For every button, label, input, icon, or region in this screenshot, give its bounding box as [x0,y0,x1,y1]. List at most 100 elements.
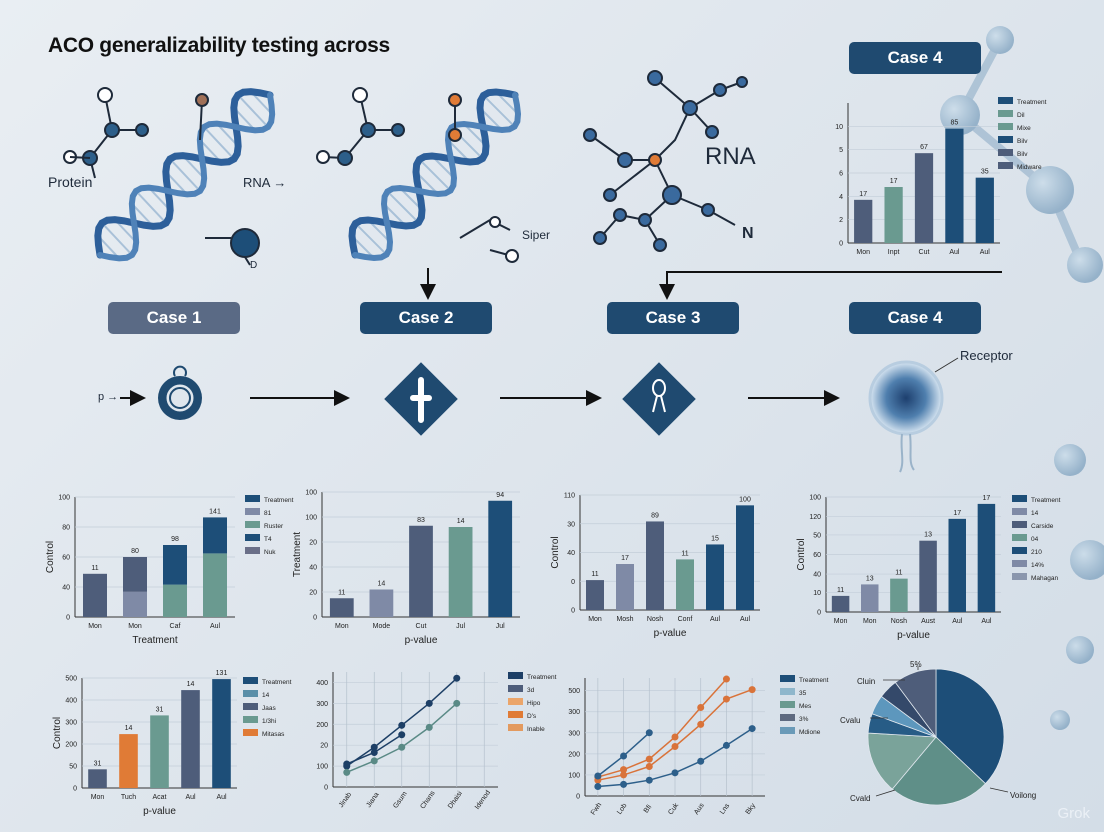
x-axis-label: Treatment [132,635,177,646]
legend-swatch [243,716,258,723]
y-tick-label: 40 [309,565,317,572]
y-tick-label: 300 [316,701,328,708]
y-tick-label: 10 [835,124,843,131]
x-tick-label: Idenod [474,789,492,811]
y-tick-label: 0 [839,241,843,248]
dna-helix-icon [348,88,522,262]
line-chart-g: 0 100 200 300 300 500 Fwh Lob Bfi Cuk Aus Lns Bky Tre… [568,675,829,817]
x-tick-label: Aul [740,616,751,623]
x-tick-label: Mon [863,618,877,625]
legend-label: 1/3hi [262,718,276,725]
pie-leader-line [875,789,896,797]
legend-swatch [998,97,1013,104]
data-point [697,720,705,728]
page-title: ACO generalizability testing across [48,34,390,57]
bar [448,527,473,617]
legend-swatch [998,123,1013,130]
pie-slice [867,732,937,790]
data-point [671,769,679,777]
legend-swatch [1012,573,1027,580]
legend-swatch [245,547,260,554]
data-point [370,749,378,756]
case-1-badge[interactable]: Case 1 [108,302,240,334]
case-4-badge[interactable]: Case 4 [849,302,981,334]
bar [150,715,169,788]
x-tick-label: Cut [416,623,427,630]
x-tick-label: Jul [456,623,465,630]
x-tick-label: Aul [980,249,991,256]
legend-swatch [780,727,795,734]
y-axis-label: Control [52,717,63,749]
rna-arrow-label: RNA → [243,175,287,190]
x-tick-label: Aul [210,623,221,630]
legend-label: Treatment [799,677,829,684]
bar [861,584,879,612]
legend-label: 14 [1031,510,1039,517]
legend-label: Dil [1017,112,1025,119]
bar [854,199,873,243]
x-tick-label: Aul [710,616,721,623]
legend-label: Inable [527,726,545,733]
x-tick-label: Mon [588,616,602,623]
bar-value-label: 17 [621,555,629,562]
legend-label: D's [527,713,537,720]
data-point [722,675,730,683]
data-point [620,771,628,779]
y-tick-label: 400 [316,680,328,687]
bar-chart-b: 0 20 40 20 100 100 Treatment p-value 11 Mon 14 Mode… [292,490,520,646]
helix-strand [94,88,274,259]
data-point [425,723,433,731]
y-tick-label: 4 [839,194,843,201]
case-2-badge[interactable]: Case 2 [360,302,492,334]
legend-swatch [243,729,258,736]
bar-segment [163,584,187,617]
pie-label: Cvald [850,794,870,803]
helix-rung [482,94,516,128]
y-tick-label: 0 [576,794,580,801]
pie-chart: Cluin Cvalu Cvald Voilong 5% [840,660,1036,806]
bar-value-label: 17 [983,495,991,502]
bar [181,690,200,788]
data-point [748,686,756,694]
data-point [398,721,406,729]
y-tick-label: 40 [62,585,70,592]
x-tick-label: Nosh [647,616,663,623]
helix-rung [354,222,388,256]
bar [409,525,433,617]
bar-value-label: 11 [338,589,345,596]
bar-value-label: 131 [216,670,228,677]
data-point [453,699,461,707]
bar-chart-d: 0 10 40 60 50 120 100 Control p-value 11 Mon 13 Mon 1… [796,495,1061,642]
case-4-top-badge[interactable]: Case 4 [849,42,981,74]
bar [706,544,724,610]
case-3-badge[interactable]: Case 3 [607,302,739,334]
bar-segment [203,517,227,554]
bar [977,503,996,612]
data-point [425,699,433,707]
bar-value-label: 11 [837,587,844,594]
bar-segment [203,553,227,617]
legend-swatch [1012,521,1027,528]
x-tick-label: Bky [745,802,758,816]
helix-rung [203,126,235,160]
x-tick-label: Conf [678,616,693,623]
legend-swatch [780,675,795,682]
legend-label: Mixe [1017,125,1031,132]
legend-label: 3d [527,687,535,694]
y-tick-label: 0 [313,615,317,622]
data-point [671,742,679,750]
p-label: p → [98,391,119,403]
y-tick-label: 80 [62,525,70,532]
y-tick-label: 60 [813,552,821,559]
pie-label: Cvalu [840,716,860,725]
helix-strand [348,88,519,259]
gear-protein-icon [158,365,202,420]
y-tick-label: 110 [564,493,575,500]
y-tick-label: 500 [65,676,77,683]
bar-value-label: 11 [895,570,902,577]
data-point [594,783,602,791]
data-point [620,766,628,774]
bar [119,734,138,788]
x-tick-label: Gsum [392,790,409,809]
y-tick-label: 60 [62,555,70,562]
